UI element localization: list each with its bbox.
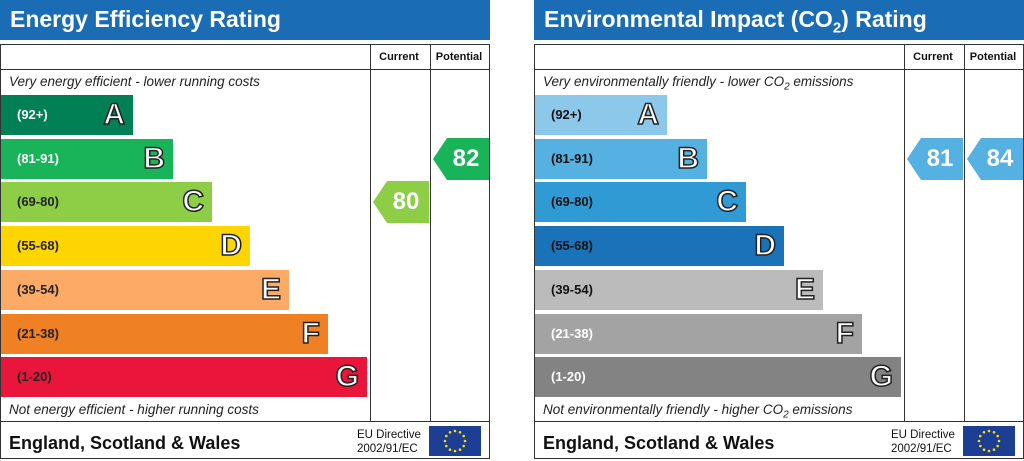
eu-directive-line1: EU Directive <box>891 428 955 442</box>
column-divider <box>904 45 905 421</box>
energy-title-bar: Energy Efficiency Rating <box>0 0 490 40</box>
band-range-label: (21-38) <box>17 326 59 341</box>
band-b: (81-91) B <box>1 139 173 179</box>
band-letter: D <box>754 226 776 266</box>
environmental-impact-panel: Environmental Impact (CO2) Rating Curren… <box>534 0 1024 460</box>
eu-flag-icon <box>963 426 1015 456</box>
band-range-label: (21-38) <box>551 326 593 341</box>
eu-directive-line2: 2002/91/EC <box>891 442 955 456</box>
potential-rating-arrow: 82 <box>433 138 489 185</box>
eu-directive-line2: 2002/91/EC <box>357 442 421 456</box>
energy-bottom-note: Not energy efficient - higher running co… <box>9 402 259 417</box>
band-range-label: (92+) <box>551 107 582 122</box>
band-range-label: (1-20) <box>17 369 52 384</box>
band-f: (21-38) F <box>535 314 862 354</box>
band-c: (69-80) C <box>1 182 212 222</box>
current-rating-arrow: 81 <box>907 138 963 185</box>
band-letter: F <box>302 314 320 354</box>
energy-frame: Current Potential Very energy efficient … <box>0 44 490 459</box>
band-letter: F <box>836 314 854 354</box>
band-b: (81-91) B <box>535 139 707 179</box>
band-range-label: (69-80) <box>17 194 59 209</box>
energy-efficiency-panel: Energy Efficiency Rating Current Potenti… <box>0 0 490 460</box>
band-letter: A <box>637 95 659 135</box>
band-letter: B <box>143 139 165 179</box>
band-d: (55-68) D <box>1 226 250 266</box>
potential-column-header: Potential <box>431 51 487 63</box>
band-range-label: (55-68) <box>17 238 59 253</box>
band-f: (21-38) F <box>1 314 328 354</box>
potential-rating-value: 82 <box>443 138 489 180</box>
current-rating-value: 80 <box>383 181 429 223</box>
band-letter: A <box>103 95 125 135</box>
band-letter: C <box>182 182 204 222</box>
header-divider <box>535 69 1023 70</box>
band-range-label: (92+) <box>17 107 48 122</box>
band-letter: G <box>870 357 893 397</box>
environmental-title-bar: Environmental Impact (CO2) Rating <box>534 0 1024 40</box>
band-range-label: (81-91) <box>17 151 59 166</box>
footer-divider <box>535 421 1023 422</box>
eu-flag-icon <box>429 426 481 456</box>
environmental-frame: Current Potential Very environmentally f… <box>534 44 1024 459</box>
column-divider <box>964 45 965 421</box>
current-rating-value: 81 <box>917 138 963 180</box>
band-e: (39-54) E <box>1 270 289 310</box>
environmental-eu-directive: EU Directive 2002/91/EC <box>891 428 955 456</box>
band-a: (92+) A <box>1 95 133 135</box>
potential-rating-arrow: 84 <box>967 138 1023 185</box>
band-letter: G <box>336 357 359 397</box>
footer-divider <box>1 421 489 422</box>
header-divider <box>1 69 489 70</box>
energy-eu-directive: EU Directive 2002/91/EC <box>357 428 421 456</box>
environmental-bottom-note: Not environmentally friendly - higher CO… <box>543 402 852 421</box>
band-range-label: (39-54) <box>551 282 593 297</box>
band-a: (92+) A <box>535 95 667 135</box>
environmental-footer-country: England, Scotland & Wales <box>543 433 774 454</box>
band-letter: C <box>716 182 738 222</box>
current-rating-arrow: 80 <box>373 181 429 228</box>
band-range-label: (81-91) <box>551 151 593 166</box>
environmental-title: Environmental Impact (CO2) Rating <box>544 6 927 37</box>
band-e: (39-54) E <box>535 270 823 310</box>
energy-top-note: Very energy efficient - lower running co… <box>9 74 260 89</box>
band-range-label: (69-80) <box>551 194 593 209</box>
band-range-label: (39-54) <box>17 282 59 297</box>
energy-footer-country: England, Scotland & Wales <box>9 433 240 454</box>
current-column-header: Current <box>905 51 961 63</box>
potential-rating-value: 84 <box>977 138 1023 180</box>
potential-column-header: Potential <box>965 51 1021 63</box>
eu-directive-line1: EU Directive <box>357 428 421 442</box>
band-g: (1-20) G <box>535 357 901 397</box>
band-g: (1-20) G <box>1 357 367 397</box>
band-letter: E <box>261 270 281 310</box>
energy-title: Energy Efficiency Rating <box>10 6 281 33</box>
band-letter: D <box>220 226 242 266</box>
band-letter: B <box>677 139 699 179</box>
band-range-label: (1-20) <box>551 369 586 384</box>
column-divider <box>370 45 371 421</box>
current-column-header: Current <box>371 51 427 63</box>
band-range-label: (55-68) <box>551 238 593 253</box>
band-letter: E <box>795 270 815 310</box>
environmental-top-note: Very environmentally friendly - lower CO… <box>543 74 853 93</box>
band-d: (55-68) D <box>535 226 784 266</box>
column-divider <box>430 45 431 421</box>
band-c: (69-80) C <box>535 182 746 222</box>
